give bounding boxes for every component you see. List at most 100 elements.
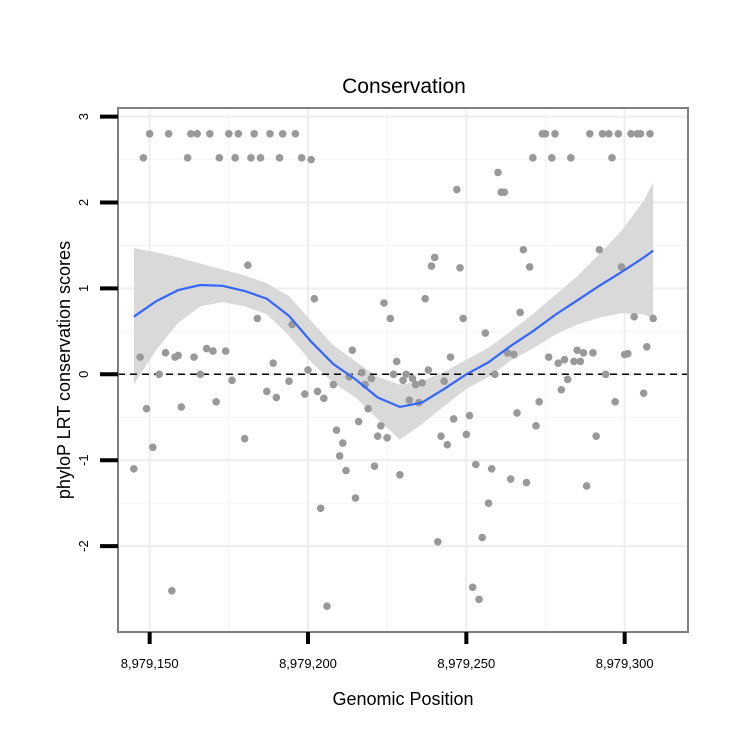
data-point [411,380,420,389]
x-tick-label: 8,979,200 [279,656,337,671]
data-point [364,404,372,413]
data-point [418,379,426,387]
data-point [386,314,395,323]
data-point [453,185,461,194]
data-point [367,374,376,383]
data-point [332,426,341,434]
smooth-fit-line [133,249,654,409]
data-point [206,129,214,138]
data-point [149,443,157,452]
data-point [272,393,281,402]
data-point [557,385,566,394]
data-point [427,262,436,270]
data-point [636,129,645,138]
data-point [291,129,300,138]
data-point [285,377,293,385]
data-point [247,154,255,162]
data-point [421,294,429,303]
y-tick-label: 2 [76,199,91,206]
data-point [323,602,331,611]
data-point [253,314,262,323]
data-point [190,353,198,361]
data-point [449,415,458,423]
data-point [456,263,464,272]
chart-title: Conservation [342,75,466,98]
data-point [142,404,151,413]
data-point [348,346,357,355]
data-point [484,499,493,507]
data-point [209,347,217,355]
data-point [240,434,249,443]
data-point [529,154,537,162]
data-point [130,464,138,473]
smooth-line-layer [133,249,654,409]
data-point [329,380,338,389]
y-axis-label: phyloP LRT conservation scores [54,241,74,499]
data-point [316,504,325,513]
data-point [342,466,350,475]
data-point [573,346,581,355]
data-point [392,357,401,366]
data-point [614,129,623,138]
data-point [164,129,173,138]
data-point [278,129,287,138]
data-point [646,129,654,138]
x-axis-label: Genomic Position [332,689,473,709]
data-point [500,188,509,196]
data-point [481,329,490,337]
y-tick-label: 3 [76,113,91,120]
data-point [161,349,170,357]
data-point [231,154,239,162]
data-point [582,482,591,490]
data-point [506,475,515,483]
data-point [522,478,531,487]
data-point [434,538,442,546]
data-point [551,129,559,138]
data-point [649,314,657,323]
data-point [589,349,597,357]
data-point [266,129,274,138]
data-point [563,375,572,384]
data-point [510,350,518,359]
data-point [525,263,534,271]
data-point [430,253,439,262]
x-tick-label: 8,979,300 [596,656,654,671]
data-point [399,376,407,385]
y-tick-label: 0 [76,371,91,378]
data-point [380,299,388,307]
data-point [617,263,626,271]
data-point [541,129,550,138]
data-point [202,344,211,353]
data-point [275,154,284,162]
data-point [177,403,186,411]
data-point [196,370,205,379]
data-point [459,314,467,323]
data-point [516,308,524,317]
data-point [212,397,220,406]
data-point [193,129,201,138]
data-point [576,357,585,366]
data-point [339,439,347,447]
data-point [472,460,480,469]
data-point [579,349,588,357]
data-point [468,583,477,592]
data-point [437,432,445,440]
data-point [405,396,414,404]
data-point [136,353,144,361]
data-point [402,370,410,379]
data-point [601,370,610,379]
data-point [605,129,613,138]
data-point [310,294,319,303]
data-point [624,349,632,358]
data-point [263,387,271,396]
data-point [250,129,258,138]
data-point [608,154,616,162]
data-point [462,430,471,439]
data-point [478,533,486,542]
data-point [301,390,309,398]
data-point [627,129,635,138]
x-tick-label: 8,979,250 [437,656,495,671]
data-point [358,368,366,377]
confidence-band [133,182,654,440]
